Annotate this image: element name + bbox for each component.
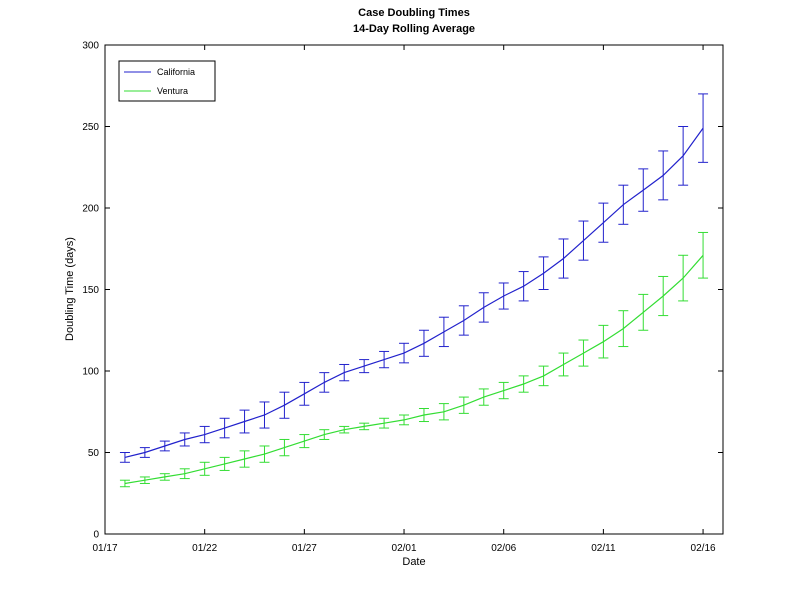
y-tick-label: 250 [82,122,99,133]
legend-label-ventura: Ventura [157,86,188,96]
series-layer [119,93,709,488]
x-tick-label: 01/27 [292,543,317,554]
plot-area [104,44,724,535]
series-line [124,127,704,458]
series-line [124,254,704,485]
y-tick-label: 300 [82,41,99,52]
x-tick-label: 01/22 [192,543,217,554]
x-tick-label: 01/17 [92,543,117,554]
x-tick-label: 02/16 [691,543,716,554]
chart-subtitle: 14-Day Rolling Average [353,23,475,35]
x-tick-label: 02/11 [591,543,616,554]
y-tick-label: 150 [82,285,99,296]
series-ventura [119,231,709,488]
x-tick-label: 02/06 [491,543,516,554]
y-tick-label: 0 [93,530,99,541]
y-tick-label: 100 [82,367,99,378]
y-axis: 0 50 100 150 200 250 300 [82,41,723,541]
x-axis: 01/17 01/22 01/27 02/01 02/06 02/11 02/16 [92,45,716,554]
y-axis-label: Doubling Time (days) [64,237,76,341]
legend-box [118,60,216,102]
x-tick-label: 02/01 [392,543,417,554]
y-tick-label: 50 [88,448,100,459]
y-tick-label: 200 [82,204,99,215]
legend-label-california: California [157,67,195,77]
legend: California Ventura [118,60,216,102]
series-california [119,93,709,463]
x-axis-label: Date [402,556,425,568]
chart-title: Case Doubling Times [358,7,470,19]
